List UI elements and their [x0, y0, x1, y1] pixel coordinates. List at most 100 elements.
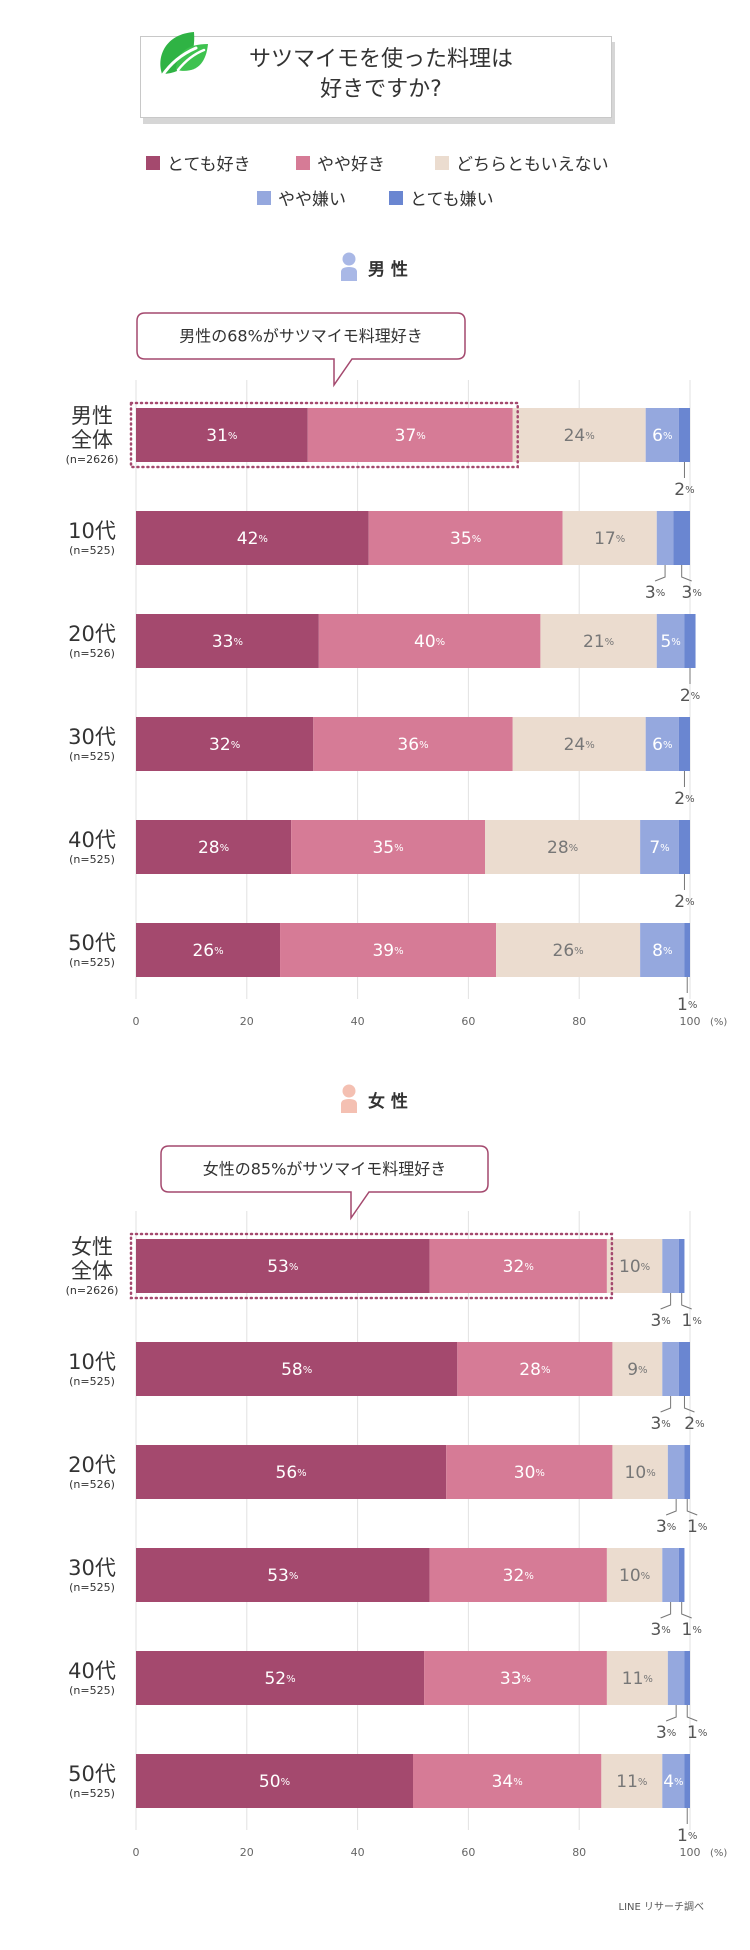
bar-segment [667, 1445, 685, 1499]
sample-size-label: (n=525) [69, 750, 115, 763]
data-label: 26% [192, 941, 223, 961]
bar-segment [313, 717, 513, 771]
bar-segment [656, 511, 674, 565]
data-label: 31% [206, 426, 237, 446]
legend-swatch [257, 190, 271, 205]
category-label: 10代 [68, 519, 116, 543]
bar-segment [136, 1754, 413, 1808]
x-tick-label: 20 [240, 1846, 254, 1859]
sample-size-label: (n=526) [69, 647, 115, 660]
category-label: 30代 [68, 1556, 116, 1580]
data-label: 56% [276, 1463, 307, 1483]
data-label: 52% [264, 1669, 295, 1689]
callout-bubble [136, 312, 466, 388]
source-note: LINE リサーチ調べ [618, 1902, 705, 1913]
data-label-outside: 1% [677, 995, 697, 1015]
data-label: 28% [198, 838, 229, 858]
section-label: 女 性 [368, 1091, 408, 1112]
bar-segment [446, 1445, 613, 1499]
legend-label: どちらともいえない [456, 155, 609, 175]
bar-segment [662, 1342, 679, 1396]
leader-line [660, 1293, 672, 1310]
sample-size-label: (n=525) [69, 1581, 115, 1594]
legend-swatch [146, 155, 160, 170]
category-label: 10代 [68, 1350, 116, 1374]
data-label: 17% [594, 529, 625, 549]
data-label-outside: 3% [656, 1517, 676, 1537]
data-label: 11% [616, 1772, 647, 1792]
bar-segment [640, 820, 679, 874]
bar-segment [606, 1651, 668, 1705]
bar-segment [485, 820, 641, 874]
data-label-outside: 3% [682, 583, 702, 603]
bar-segment [136, 1548, 430, 1602]
data-label: 10% [625, 1463, 656, 1483]
category-label: 全体 [71, 428, 113, 452]
bar-segment [291, 820, 486, 874]
data-label: 10% [619, 1257, 650, 1277]
bar-segment [424, 1651, 607, 1705]
sample-size-label: (n=525) [69, 1375, 115, 1388]
leader-line [681, 1602, 692, 1619]
category-label: 20代 [68, 1453, 116, 1477]
data-label-outside: 1% [682, 1311, 702, 1331]
sample-size-label: (n=525) [69, 956, 115, 969]
bar-segment [136, 717, 314, 771]
bar-segment [512, 408, 646, 462]
bar-segment [606, 1548, 663, 1602]
data-label-outside: 3% [656, 1723, 676, 1743]
category-label: 20代 [68, 622, 116, 646]
title-box: サツマイモを使った料理は 好きですか? [140, 36, 612, 118]
bar-segment [684, 923, 690, 977]
leader-line [660, 1602, 672, 1619]
bar-segment [512, 717, 646, 771]
legend-label: とても好き [167, 155, 251, 175]
leader-line [665, 1499, 677, 1516]
person-icon [342, 252, 356, 266]
data-label: 53% [267, 1257, 298, 1277]
callout-bubble [160, 1145, 489, 1221]
x-tick-label: 20 [240, 1015, 254, 1028]
data-label: 33% [212, 632, 243, 652]
data-label: 28% [547, 838, 578, 858]
legend-swatch [389, 190, 403, 205]
data-label: 6% [652, 426, 672, 446]
bar-segment [640, 923, 685, 977]
data-label: 37% [395, 426, 426, 446]
bar-segment [684, 1651, 690, 1705]
data-label-outside: 1% [687, 1517, 707, 1537]
x-tick-label: 80 [572, 1015, 586, 1028]
data-label-outside: 3% [650, 1311, 670, 1331]
bar-segment [368, 511, 563, 565]
data-label: 42% [237, 529, 268, 549]
x-axis-unit: (%) [710, 1017, 727, 1028]
bar-segment [684, 614, 696, 668]
x-tick-label: 40 [351, 1846, 365, 1859]
x-tick-label: 40 [351, 1015, 365, 1028]
data-label: 7% [649, 838, 669, 858]
data-label-outside: 2% [684, 1414, 704, 1434]
data-label: 24% [564, 426, 595, 446]
bar-segment [662, 1239, 679, 1293]
bar-segment [662, 1548, 679, 1602]
bar-segment [601, 1754, 663, 1808]
category-label: 全体 [71, 1259, 113, 1283]
data-label: 35% [450, 529, 481, 549]
data-label: 32% [503, 1257, 534, 1277]
leader-line [660, 1396, 672, 1413]
x-tick-label: 0 [133, 1846, 140, 1859]
sample-size-label: (n=525) [69, 1684, 115, 1697]
highlight-box [129, 401, 519, 469]
data-label-outside: 2% [674, 480, 694, 500]
sample-size-label: (n=526) [69, 1478, 115, 1491]
category-label: 30代 [68, 725, 116, 749]
bar-segment [540, 614, 657, 668]
bar-segment [645, 408, 679, 462]
bar-segment [136, 1342, 458, 1396]
x-tick-label: 100 [680, 1846, 701, 1859]
sample-size-label: (n=525) [69, 1787, 115, 1800]
category-label: 男性 [71, 404, 113, 428]
bar-segment [678, 820, 690, 874]
bar-segment [684, 1754, 690, 1808]
data-label-outside: 3% [645, 583, 665, 603]
